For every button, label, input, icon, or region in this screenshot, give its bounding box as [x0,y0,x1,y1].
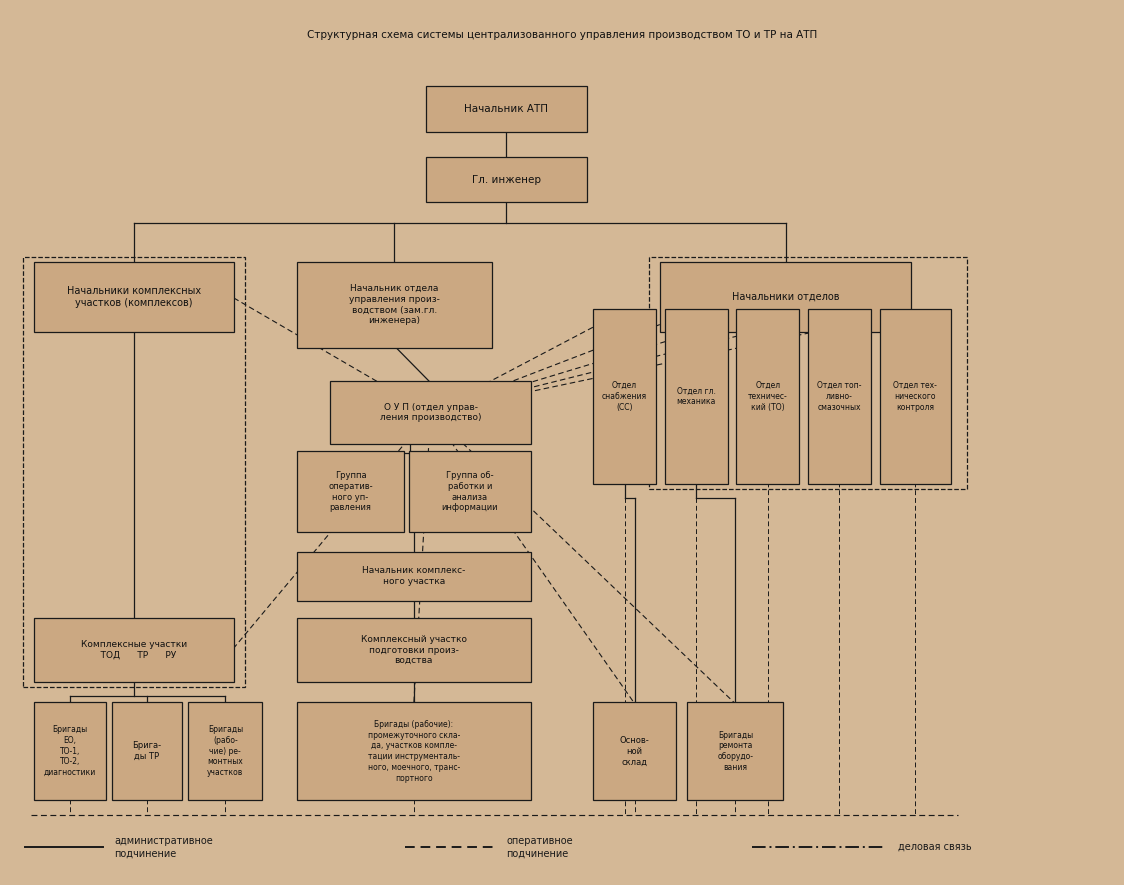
FancyBboxPatch shape [34,702,106,800]
Text: Отдел
снабжения
(СС): Отдел снабжения (СС) [602,381,647,412]
Text: Бригады
ремонта
оборудо-
вания: Бригады ремонта оборудо- вания [717,730,753,772]
Text: Начальники комплексных
участков (комплексов): Начальники комплексных участков (комплек… [67,286,201,308]
FancyBboxPatch shape [687,702,783,800]
Text: О У П (отдел управ-
ления производство): О У П (отдел управ- ления производство) [380,403,481,422]
Text: Отдел гл.
механика: Отдел гл. механика [677,387,716,406]
Text: деловая связь: деловая связь [898,842,971,852]
Bar [22,257,245,687]
FancyBboxPatch shape [297,551,531,601]
Text: Бригады
(рабо-
чие) ре-
монтных
участков: Бригады (рабо- чие) ре- монтных участков [207,725,244,777]
FancyBboxPatch shape [189,702,262,800]
FancyBboxPatch shape [426,157,587,203]
Text: Начальник отдела
управления произ-
водством (зам.гл.
инженера): Начальник отдела управления произ- водст… [348,284,439,326]
Text: подчинение: подчинение [506,848,569,858]
FancyBboxPatch shape [409,451,531,532]
Text: Начальник комплекс-
ного участка: Начальник комплекс- ного участка [362,566,465,586]
Text: Группа
оператив-
ного уп-
равления: Группа оператив- ного уп- равления [328,471,373,512]
Text: Отдел тех-
нического
контроля: Отдел тех- нического контроля [894,381,937,412]
Text: Начальники отделов: Начальники отделов [732,292,840,302]
FancyBboxPatch shape [297,619,531,681]
FancyBboxPatch shape [297,451,405,532]
Text: подчинение: подчинение [115,848,176,858]
FancyBboxPatch shape [665,309,727,484]
FancyBboxPatch shape [593,702,676,800]
Text: оперативное: оперативное [506,836,573,846]
Text: административное: административное [115,836,214,846]
Text: Отдел
техничес-
кий (ТО): Отдел техничес- кий (ТО) [747,381,788,412]
FancyBboxPatch shape [34,619,234,681]
FancyBboxPatch shape [297,262,491,348]
Text: Гл. инженер: Гл. инженер [472,174,541,185]
Text: Отдел топ-
ливно-
смазочных: Отдел топ- ливно- смазочных [817,381,862,412]
Bar [650,257,967,489]
Text: Бригады
ЕО,
ТО-1,
ТО-2,
диагностики: Бригады ЕО, ТО-1, ТО-2, диагностики [44,725,96,777]
Text: Группа об-
работки и
анализа
информации: Группа об- работки и анализа информации [442,471,498,512]
FancyBboxPatch shape [808,309,871,484]
Text: Брига-
ды ТР: Брига- ды ТР [133,742,162,761]
FancyBboxPatch shape [593,309,656,484]
Text: Начальник АТП: Начальник АТП [464,104,549,114]
Text: Структурная схема системы централизованного управления производством ТО и ТР на : Структурная схема системы централизованн… [307,30,817,41]
FancyBboxPatch shape [661,262,910,332]
FancyBboxPatch shape [736,309,799,484]
FancyBboxPatch shape [297,702,531,800]
FancyBboxPatch shape [330,381,531,444]
FancyBboxPatch shape [34,262,234,332]
Text: Основ-
ной
склад: Основ- ной склад [619,736,650,766]
FancyBboxPatch shape [426,87,587,132]
FancyBboxPatch shape [880,309,951,484]
Text: Комплексный участко
подготовки произ-
водства: Комплексный участко подготовки произ- во… [361,635,466,666]
Text: Бригады (рабочие):
промежуточного скла-
да, участков компле-
тации инструменталь: Бригады (рабочие): промежуточного скла- … [368,720,460,782]
Text: Комплексные участки
   ТОД      ТР      РУ: Комплексные участки ТОД ТР РУ [81,640,188,660]
FancyBboxPatch shape [112,702,182,800]
